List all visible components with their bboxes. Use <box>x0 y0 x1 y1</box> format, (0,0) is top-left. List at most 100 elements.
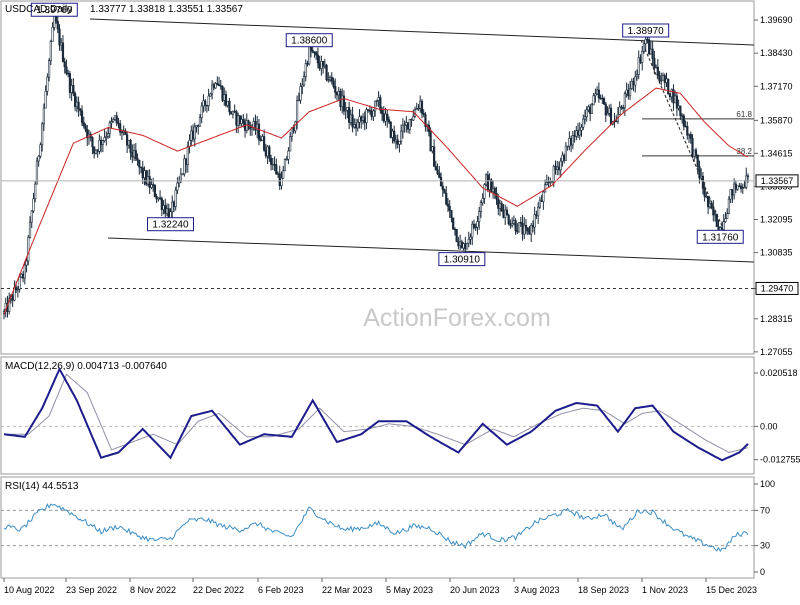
swing-label-text: 1.39760 <box>36 5 73 16</box>
candle-body <box>28 221 32 238</box>
candle-body <box>15 287 18 291</box>
candle-body <box>80 110 84 123</box>
candle-body <box>635 74 639 78</box>
price-axis-label: 1.32095 <box>760 215 793 225</box>
candle-body <box>93 146 96 154</box>
candle-body <box>460 241 463 249</box>
candle-body <box>608 107 611 114</box>
retracement-line <box>640 39 723 227</box>
candle-body <box>420 100 424 114</box>
candle-body <box>559 160 562 171</box>
candle-body <box>207 95 210 106</box>
candle-body <box>680 115 684 117</box>
candle-body <box>406 122 410 130</box>
date-axis-label: 18 Sep 2023 <box>578 585 629 595</box>
candle-body <box>197 125 200 127</box>
candle-body <box>131 152 134 158</box>
candle-body <box>585 109 588 118</box>
candle-body <box>379 97 382 111</box>
candle-body <box>476 221 479 228</box>
swing-label-box <box>438 252 486 267</box>
swing-label-box <box>146 217 194 232</box>
rsi-axis: 100 70 30 0 <box>754 479 775 577</box>
candle-body <box>358 116 361 123</box>
candle-body <box>315 51 318 56</box>
candle-body <box>42 107 45 125</box>
candle-body <box>667 78 670 95</box>
candle-body <box>552 165 555 183</box>
candle-body <box>618 106 621 115</box>
candle-body <box>243 122 247 131</box>
candle-body <box>465 242 469 250</box>
candle-body <box>472 223 476 228</box>
candle-body <box>615 120 618 123</box>
candle-body <box>512 220 515 224</box>
candle-body <box>660 79 663 82</box>
candle-body <box>408 119 411 130</box>
candle-body <box>157 197 160 200</box>
candle-body <box>134 150 137 159</box>
candle-body <box>436 169 439 174</box>
candle-body <box>686 126 689 136</box>
candle-body <box>665 78 668 83</box>
candle-body <box>230 111 233 115</box>
candle-body <box>575 130 578 137</box>
candle-body <box>504 209 507 218</box>
candle-body <box>507 214 510 225</box>
candle-body <box>403 124 406 127</box>
candle-body <box>193 126 196 140</box>
swing-label-text: 1.38600 <box>291 36 328 47</box>
candle-body <box>490 179 493 192</box>
candle-body <box>145 170 148 185</box>
candle-body <box>46 76 49 92</box>
swing-label-box <box>622 23 670 38</box>
candle-body <box>75 101 78 107</box>
support-label-box <box>755 281 799 295</box>
candle-body <box>521 223 524 235</box>
candle-body <box>263 136 266 151</box>
candle-body <box>327 79 330 81</box>
candle-body <box>101 140 104 145</box>
candle-body <box>188 139 191 147</box>
candle-body <box>634 76 637 86</box>
candle-body <box>56 21 59 30</box>
date-axis-label: 1 Nov 2023 <box>642 585 688 595</box>
candle-body <box>703 188 706 197</box>
candle-body <box>186 146 189 165</box>
candle-body <box>580 126 583 131</box>
candle-body <box>594 93 597 97</box>
candle-body <box>733 183 736 196</box>
candle-body <box>738 185 741 187</box>
candle-body <box>304 63 307 77</box>
candle-body <box>70 85 73 93</box>
candle-body <box>419 100 422 109</box>
candle-body <box>117 122 120 125</box>
candle-body <box>167 208 170 219</box>
chart-symbol: USDCAD,Daily <box>5 4 72 15</box>
candle-body <box>642 43 646 52</box>
candle-body <box>391 130 394 138</box>
candle-body <box>94 149 98 154</box>
candle-body <box>292 127 295 132</box>
candle-body <box>726 213 729 220</box>
candle-body <box>679 105 682 116</box>
candle-body <box>441 185 444 191</box>
candle-body <box>325 64 328 81</box>
candle-body <box>412 116 415 121</box>
candle-body <box>374 100 377 112</box>
candle-body <box>491 188 495 192</box>
candle-body <box>217 84 221 86</box>
candle-body <box>318 62 321 69</box>
candle-body <box>162 205 165 210</box>
candle-body <box>53 15 56 28</box>
candle-body <box>179 173 182 181</box>
candle-body <box>446 203 450 207</box>
candle-body <box>120 131 124 134</box>
candle-body <box>526 227 529 232</box>
candle-body <box>165 208 169 214</box>
candle-body <box>641 51 644 63</box>
macd-panel-frame <box>0 356 755 475</box>
candle-body <box>138 160 141 168</box>
macd-axis-label: 0.020518 <box>760 368 798 378</box>
candle-body <box>16 288 19 291</box>
